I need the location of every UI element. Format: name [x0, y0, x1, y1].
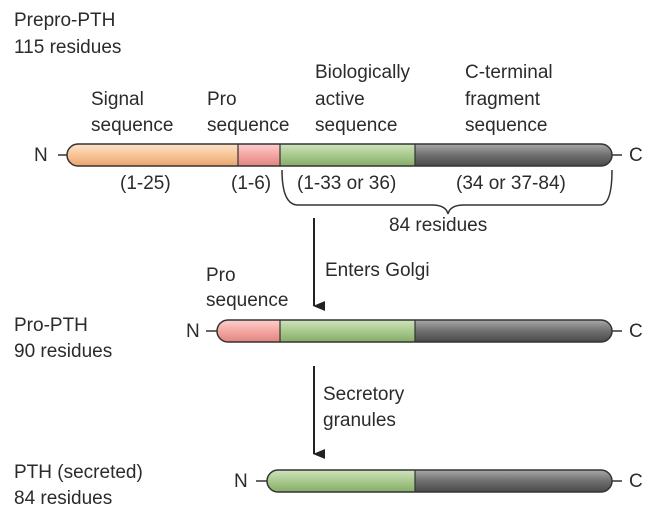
secretory-label-1: Secretory — [323, 384, 405, 405]
pth-n-label: N — [234, 471, 248, 492]
prepro-title: Prepro-PTH — [14, 10, 116, 31]
c-terminus-label: C — [629, 145, 643, 166]
cterm-label-3: sequence — [465, 115, 548, 136]
signal-range: (1-25) — [120, 173, 171, 194]
signal-label-1: Signal — [91, 89, 144, 110]
pro-pth-title: Pro-PTH — [14, 315, 88, 336]
pro-pth-pro-label-1: Pro — [206, 265, 236, 286]
signal-segment — [67, 144, 238, 166]
pro-range: (1-6) — [231, 173, 272, 194]
cterm-segment-3 — [415, 470, 612, 492]
active-label-2: active — [315, 89, 365, 110]
brace-label: 84 residues — [389, 215, 488, 236]
pro-pth-pro-label-2: sequence — [206, 290, 289, 311]
active-segment — [280, 144, 415, 166]
active-range: (1-33 or 36) — [297, 173, 397, 194]
active-segment-3 — [267, 470, 415, 492]
pro-label-2: sequence — [207, 115, 290, 136]
pro-pth-bar — [206, 319, 622, 343]
cterm-range: (34 or 37-84) — [456, 173, 566, 194]
pro-label-1: Pro — [207, 89, 237, 110]
pro-pth-n-label: N — [186, 321, 200, 342]
active-label-3: sequence — [315, 115, 398, 136]
active-segment-2 — [280, 320, 415, 342]
cterm-segment-2 — [415, 320, 612, 342]
pro-segment-2 — [217, 320, 280, 342]
pro-segment — [238, 144, 280, 166]
residues-brace — [281, 169, 613, 215]
active-label-1: Biologically — [315, 62, 411, 83]
cterm-label-2: fragment — [465, 89, 540, 110]
cterm-segment — [415, 144, 612, 166]
cterm-label-1: C-terminal — [465, 62, 553, 83]
pth-title: PTH (secreted) — [14, 462, 143, 483]
signal-label-2: sequence — [91, 115, 174, 136]
golgi-step-label: Enters Golgi — [325, 260, 430, 281]
pro-pth-c-label: C — [629, 321, 643, 342]
pth-c-label: C — [629, 471, 643, 492]
secretory-label-2: granules — [323, 410, 396, 431]
pth-residues: 84 residues — [14, 488, 113, 509]
pro-pth-residues: 90 residues — [14, 341, 113, 362]
prepro-outline — [66, 143, 613, 167]
prepro-bar — [58, 143, 622, 167]
n-terminus-label: N — [34, 145, 48, 166]
pth-bar — [256, 469, 622, 493]
prepro-residues: 115 residues — [14, 37, 122, 58]
